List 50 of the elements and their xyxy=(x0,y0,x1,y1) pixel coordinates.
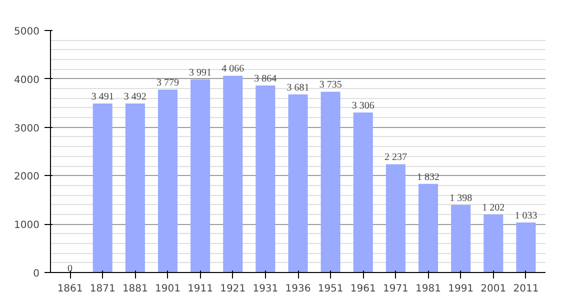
data-label: 3 735 xyxy=(319,80,342,91)
bar xyxy=(353,112,373,272)
data-label: 1 398 xyxy=(450,192,472,204)
bar xyxy=(223,76,243,272)
x-tick-label: 2001 xyxy=(480,284,506,294)
x-tick-label: 1921 xyxy=(220,284,246,294)
bar xyxy=(386,164,406,272)
data-label: 1 033 xyxy=(514,210,538,222)
bar xyxy=(451,204,471,272)
data-label: 1 202 xyxy=(482,202,505,214)
x-tick-label: 1971 xyxy=(382,284,408,294)
bar xyxy=(516,222,536,272)
x-tick-label: 1871 xyxy=(90,284,116,294)
x-tick-label: 1911 xyxy=(188,284,214,294)
data-label: 3 779 xyxy=(156,78,179,89)
data-label: 3 306 xyxy=(352,100,374,112)
bar xyxy=(92,104,112,272)
x-tick-label: 1881 xyxy=(122,284,148,294)
data-label: 0 xyxy=(68,264,73,274)
bar xyxy=(418,184,438,272)
x-tick-label: 1991 xyxy=(448,284,474,294)
y-tick-label: 1000 xyxy=(14,220,40,232)
x-tick-label: 1936 xyxy=(285,284,311,294)
x-tick-label: 1961 xyxy=(350,284,376,294)
bar xyxy=(256,85,276,272)
bar xyxy=(320,92,340,272)
bar xyxy=(484,214,504,272)
bar xyxy=(158,90,178,272)
bar xyxy=(288,94,308,272)
y-tick-label: 5000 xyxy=(14,26,40,38)
bar xyxy=(125,103,145,272)
data-label: 4 066 xyxy=(222,64,244,75)
y-tick-label: 2000 xyxy=(14,172,40,183)
data-label: 1 832 xyxy=(417,172,440,183)
data-label: 3 492 xyxy=(124,91,146,102)
data-label: 2 237 xyxy=(384,152,407,164)
x-tick-label: 1981 xyxy=(416,284,441,294)
x-tick-label: 2011 xyxy=(513,284,539,294)
x-tick-label: 1861 xyxy=(57,284,83,294)
data-label: 3 991 xyxy=(189,67,212,78)
y-tick-label: 3000 xyxy=(14,123,40,134)
y-tick-label: 4000 xyxy=(14,74,40,86)
y-tick-label: 0 xyxy=(33,268,40,280)
x-tick-label: 1951 xyxy=(318,284,344,294)
data-label: 3 491 xyxy=(91,92,114,103)
data-label: 3 864 xyxy=(254,73,277,84)
bar xyxy=(190,79,210,272)
x-tick-label: 1901 xyxy=(155,284,180,294)
data-label: 3 681 xyxy=(286,82,310,94)
x-tick-label: 1931 xyxy=(252,284,278,294)
